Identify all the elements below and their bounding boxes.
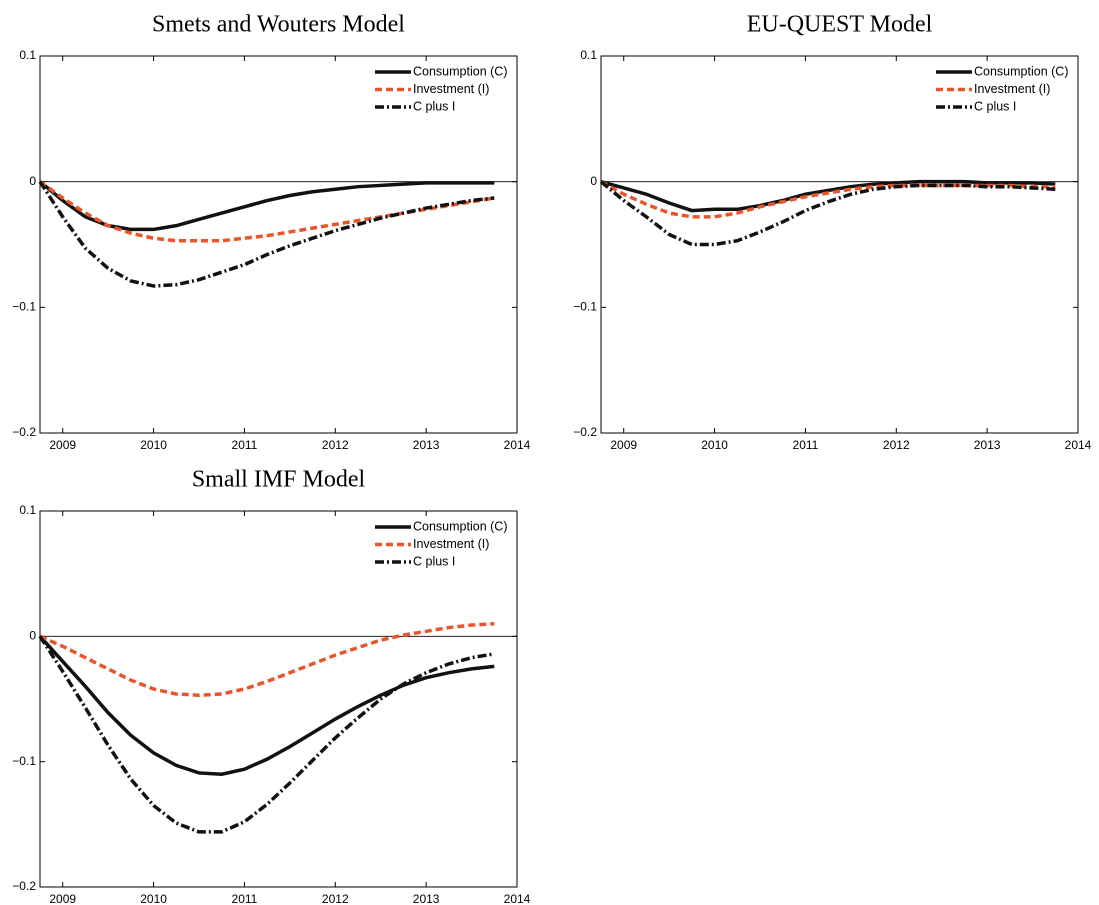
x-tick-label: 2014 (504, 438, 531, 452)
y-tick-label: 0.1 (19, 503, 36, 517)
y-tick-label: −0.2 (573, 425, 597, 439)
y-tick-label: 0 (590, 174, 597, 188)
legend-label: C plus I (413, 99, 455, 113)
plot-frame (600, 55, 1079, 434)
legend-label: C plus I (413, 554, 455, 568)
legend-label: Investment (I) (974, 82, 1050, 96)
series-line (38, 180, 495, 288)
y-tick-label: −0.1 (12, 300, 36, 314)
legend-label: Consumption (C) (413, 64, 507, 78)
chart-title: Smets and Wouters Model (152, 12, 405, 38)
series-line (38, 180, 495, 232)
x-tick-label: 2011 (232, 892, 258, 905)
y-tick-label: 0.1 (580, 48, 597, 62)
x-tick-label: 2012 (322, 892, 349, 905)
x-tick-label: 2014 (504, 892, 531, 905)
plot-frame (39, 510, 518, 888)
y-tick-label: −0.2 (12, 879, 36, 893)
x-tick-label: 2011 (793, 438, 819, 452)
series-line (600, 179, 1056, 213)
x-tick-label: 2009 (610, 438, 637, 452)
legend-label: Consumption (C) (974, 64, 1068, 78)
chart-title: EU-QUEST Model (747, 12, 933, 38)
x-tick-label: 2009 (49, 892, 76, 905)
x-tick-label: 2010 (140, 438, 167, 452)
legend-label: C plus I (974, 99, 1016, 113)
x-tick-label: 2013 (974, 438, 1001, 452)
x-tick-label: 2012 (883, 438, 910, 452)
x-tick-label: 2014 (1065, 438, 1092, 452)
x-tick-label: 2010 (701, 438, 728, 452)
x-tick-label: 2009 (49, 438, 76, 452)
x-tick-label: 2013 (413, 892, 440, 905)
legend-label: Consumption (C) (413, 519, 507, 533)
series-line (38, 180, 495, 243)
x-tick-label: 2011 (232, 438, 258, 452)
chart-title: Small IMF Model (192, 467, 366, 493)
y-tick-label: −0.1 (573, 300, 597, 314)
y-tick-label: −0.1 (12, 754, 36, 768)
legend-label: Investment (I) (413, 82, 489, 96)
y-tick-label: 0.1 (19, 48, 36, 62)
x-tick-label: 2013 (413, 438, 440, 452)
series-line (599, 180, 1056, 247)
plot-frame (39, 55, 518, 434)
series-line (38, 635, 495, 776)
y-tick-label: −0.2 (12, 425, 36, 439)
y-tick-label: 0 (29, 174, 36, 188)
x-tick-label: 2012 (322, 438, 349, 452)
series-line (38, 635, 495, 834)
legend-label: Investment (I) (413, 537, 489, 551)
series-line (39, 622, 495, 697)
y-tick-label: 0 (29, 629, 36, 643)
x-tick-label: 2010 (140, 892, 167, 905)
